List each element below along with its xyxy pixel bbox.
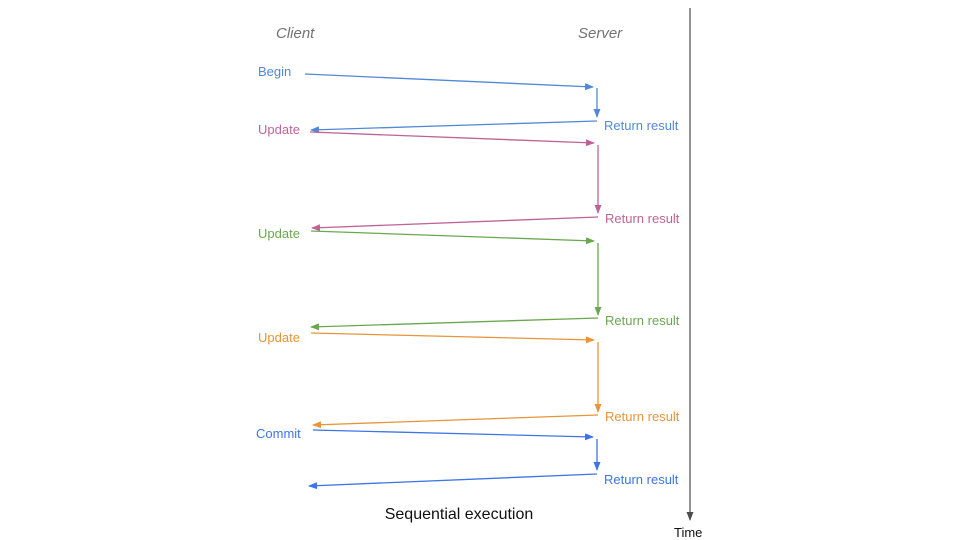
return-arrow — [308, 473, 598, 490]
return-result-label: Return result — [605, 409, 680, 424]
message-cycle-begin: Begin Return result — [258, 64, 679, 134]
operation-label: Commit — [256, 426, 301, 441]
time-axis-label: Time — [674, 525, 702, 540]
message-cycle-update-1: Update Return result — [258, 122, 680, 232]
return-result-label: Return result — [604, 118, 679, 133]
client-lane-header: Client — [276, 25, 315, 42]
return-result-label: Return result — [605, 313, 680, 328]
operation-label: Begin — [258, 64, 291, 79]
operation-label: Update — [258, 226, 300, 241]
operation-label: Update — [258, 330, 300, 345]
request-arrow — [310, 230, 595, 245]
request-arrow — [310, 332, 595, 344]
request-arrow — [309, 131, 595, 147]
server-lane-header: Server — [578, 25, 623, 42]
message-cycle-update-3: Update Return result — [258, 330, 680, 429]
return-result-label: Return result — [604, 472, 679, 487]
return-arrow — [311, 216, 599, 232]
return-arrow — [312, 414, 599, 429]
request-arrow — [304, 73, 594, 91]
message-cycle-commit: Commit Return result — [256, 426, 679, 490]
message-cycle-update-2: Update Return result — [258, 226, 680, 331]
operation-label: Update — [258, 122, 300, 137]
diagram-caption: Sequential execution — [385, 506, 534, 523]
return-result-label: Return result — [605, 211, 680, 226]
request-arrow — [312, 429, 594, 441]
return-arrow — [310, 120, 598, 134]
return-arrow — [310, 317, 599, 331]
